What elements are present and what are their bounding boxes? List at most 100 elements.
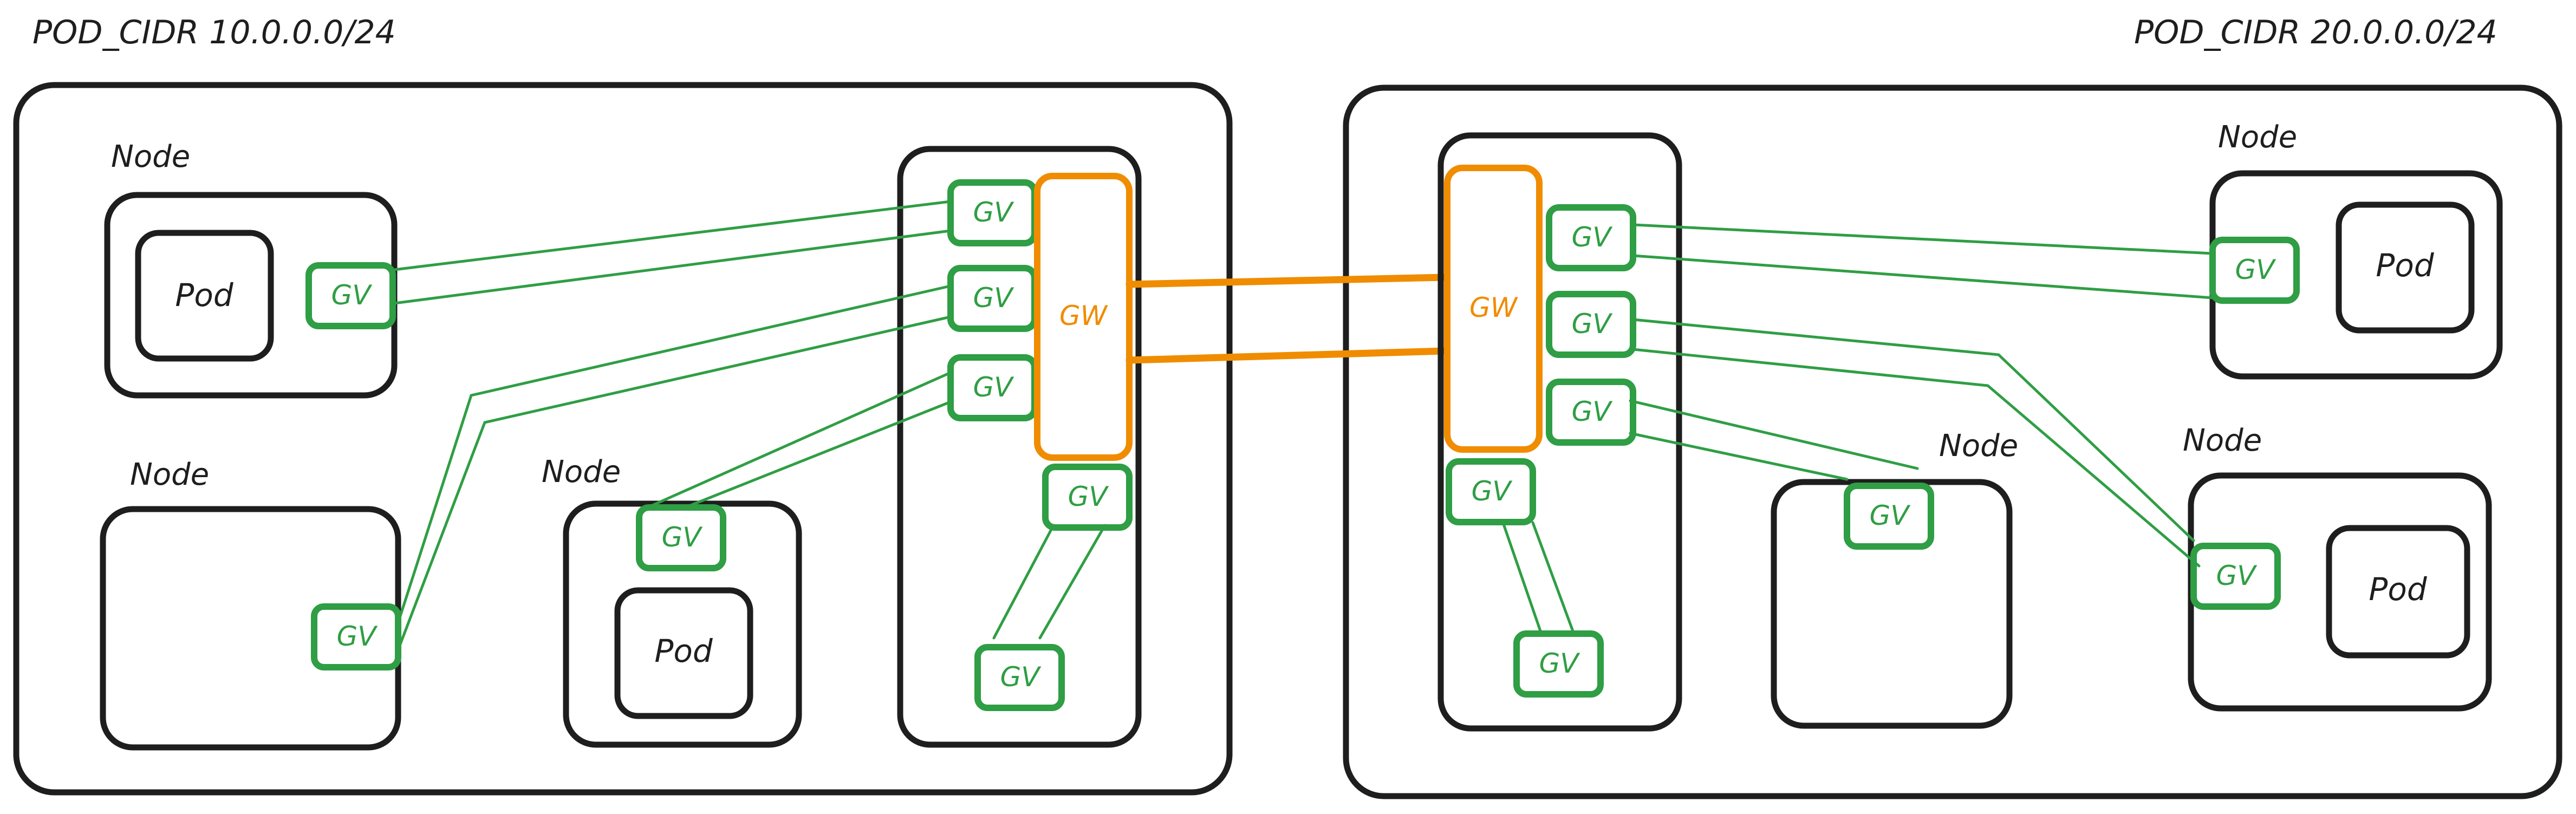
pod-label: Pod	[175, 277, 233, 314]
cluster-2-gateway-gv-4: GV	[1446, 458, 1536, 525]
pod-box	[135, 230, 274, 362]
cluster-1-gateway-node	[897, 146, 1142, 748]
node-label: Node	[2183, 423, 2262, 458]
pod-box	[2336, 201, 2475, 334]
gateway-tunnels	[1126, 273, 1450, 364]
gv-box	[1546, 204, 1636, 271]
gv-box	[2209, 237, 2300, 304]
cluster-1-gateway-gv-1: GV	[947, 179, 1038, 246]
gv-link	[1038, 524, 1107, 640]
node-box	[563, 500, 802, 748]
gw-label: GW	[1469, 292, 1518, 323]
gv-box	[636, 504, 726, 571]
gv-label: GV	[2216, 560, 2258, 591]
node-box	[1771, 479, 2013, 729]
cluster-2-gateway-gv-3: GV	[1546, 379, 1636, 446]
gv-link	[1631, 318, 2195, 542]
cluster-2-gateway-gv-5: GV	[1513, 630, 1604, 698]
gv-box	[1844, 483, 1934, 550]
cluster-2-gv-node-d: GV	[2209, 237, 2300, 304]
gv-box	[305, 262, 396, 329]
cluster-1-gv-node-a: GV	[305, 262, 396, 329]
cluster-1-container	[13, 82, 1233, 796]
cluster-2-gv-node-e: GV	[1844, 483, 1934, 550]
cluster-2-gateway-gv-1: GV	[1546, 204, 1636, 271]
gv-label: GV	[1870, 500, 1911, 531]
cluster-2-gv-links	[1501, 223, 2214, 634]
gv-box	[1546, 379, 1636, 446]
gv-link	[1629, 432, 1849, 481]
gv-link	[1629, 399, 1919, 470]
cluster-2-gateway-gv-2: GV	[1546, 291, 1636, 358]
gv-label: GV	[1000, 661, 1042, 693]
gw-box	[1444, 165, 1543, 453]
cluster-1-node-b: Node	[100, 457, 401, 751]
cluster-1-gateway-gv-4: GV	[1042, 464, 1133, 531]
pod-label: Pod	[2376, 247, 2434, 284]
gv-label: GV	[337, 621, 379, 652]
cluster-2-gw: GW	[1444, 165, 1543, 453]
gv-label: GV	[662, 522, 704, 553]
gv-box	[2190, 543, 2281, 610]
gw-tunnel-link	[1126, 273, 1450, 288]
gv-label: GV	[1472, 476, 1513, 507]
cluster-2-node-f: Node Pod	[2183, 423, 2492, 712]
gv-label: GV	[1068, 481, 1110, 512]
cluster-1-gv-node-b: GV	[311, 603, 401, 670]
cluster-2-gv-node-f: GV	[2190, 543, 2281, 610]
gv-label: GV	[331, 279, 373, 311]
pod-box	[614, 587, 753, 719]
gv-link	[393, 200, 952, 271]
cluster-1-node-a: Node Pod	[104, 139, 398, 399]
cluster-1-gateway-gv-3: GV	[947, 354, 1038, 421]
gv-box	[1546, 291, 1636, 358]
gv-box	[1446, 458, 1536, 525]
cluster-1-gateway-gv-2: GV	[947, 265, 1038, 332]
cluster-1-gateway-gv-5: GV	[974, 644, 1065, 711]
node-box	[2188, 472, 2492, 712]
node-label: Node	[2218, 120, 2297, 155]
pod-box	[2326, 525, 2470, 659]
gv-link	[1501, 521, 1543, 634]
gv-link	[1631, 254, 2214, 299]
gv-label: GV	[1539, 648, 1581, 679]
cluster-1-gv-links	[393, 200, 1107, 652]
gv-box	[1513, 630, 1604, 698]
cluster-1-gw: GW	[1034, 173, 1133, 461]
cluster-1-node-c: Node Pod	[542, 454, 802, 748]
gv-link	[396, 284, 952, 624]
gw-box	[1034, 173, 1133, 461]
gv-label: GV	[1572, 308, 1614, 340]
gw-tunnel-link	[1126, 347, 1450, 364]
gv-link	[1631, 223, 2214, 255]
cluster-2-node-e: Node	[1771, 428, 2018, 729]
pod-label: Pod	[654, 633, 713, 669]
cluster-2-container	[1343, 84, 2562, 799]
gw-label: GW	[1059, 300, 1108, 331]
node-label: Node	[542, 454, 621, 490]
gv-link	[393, 229, 952, 305]
gv-label: GV	[973, 282, 1015, 314]
cluster-1-pod-cidr-label: POD_CIDR 10.0.0.0/24	[32, 14, 396, 51]
cluster-2-gateway-node	[1437, 132, 1682, 732]
gv-box	[974, 644, 1065, 711]
cluster-2-pod-cidr-label: POD_CIDR 20.0.0.0/24	[2134, 14, 2497, 51]
gv-link	[1631, 348, 2201, 568]
pod-label: Pod	[2369, 571, 2427, 608]
gv-label: GV	[1572, 396, 1614, 427]
node-label: Node	[111, 139, 190, 174]
gv-label: GV	[1572, 222, 1614, 253]
gv-box	[1042, 464, 1133, 531]
cluster-1-gv-node-c: GV	[636, 504, 726, 571]
cluster-2-node-d: Node Pod	[2209, 120, 2503, 380]
node-label: Node	[1939, 428, 2018, 464]
gv-label: GV	[973, 197, 1015, 228]
gv-box	[311, 603, 401, 670]
gv-link	[396, 315, 952, 652]
gv-link	[648, 371, 952, 508]
node-label: Node	[130, 457, 209, 492]
gv-label: GV	[2235, 254, 2277, 285]
gv-label: GV	[973, 372, 1015, 403]
gv-link	[992, 524, 1055, 640]
